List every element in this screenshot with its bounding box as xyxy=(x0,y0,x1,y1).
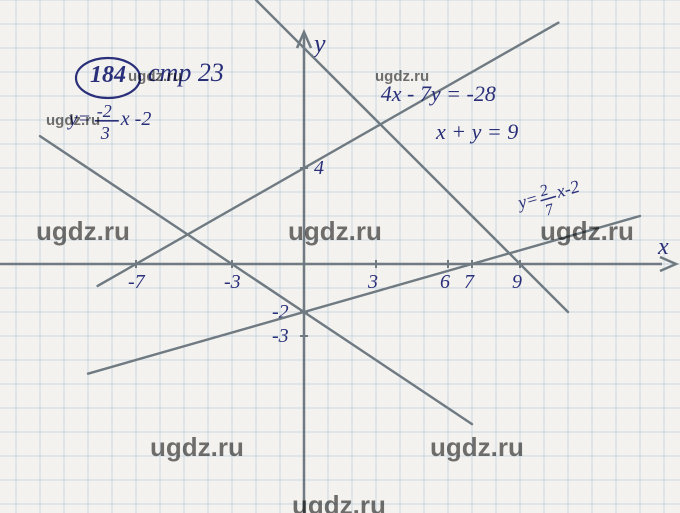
svg-text:x -2: x -2 xyxy=(120,108,152,130)
label-l1: 4x - 7y = -28 xyxy=(381,81,496,106)
x-tick-label: 3 xyxy=(367,271,378,293)
x-tick-label: -7 xyxy=(128,271,146,293)
svg-text:y=: y= xyxy=(67,108,91,130)
stage: { "canvas": { "width": 680, "height": 51… xyxy=(0,0,680,513)
label-l2: x + y = 9 xyxy=(435,119,518,144)
y-tick-label: -3 xyxy=(272,325,289,347)
x-tick-label: 6 xyxy=(440,271,450,293)
x-tick-label: -3 xyxy=(224,271,241,293)
x-axis-label: x xyxy=(657,234,669,260)
svg-text:-2: -2 xyxy=(97,101,112,121)
graph-canvas: xy-7-336794-2-34x - 7y = -28x + y = 9y=-… xyxy=(0,0,680,513)
paper-bg xyxy=(0,0,680,513)
y-axis-label: y xyxy=(311,29,326,58)
x-tick-label: 9 xyxy=(512,271,522,293)
x-tick-label: 7 xyxy=(464,271,475,293)
svg-text:3: 3 xyxy=(100,123,110,143)
